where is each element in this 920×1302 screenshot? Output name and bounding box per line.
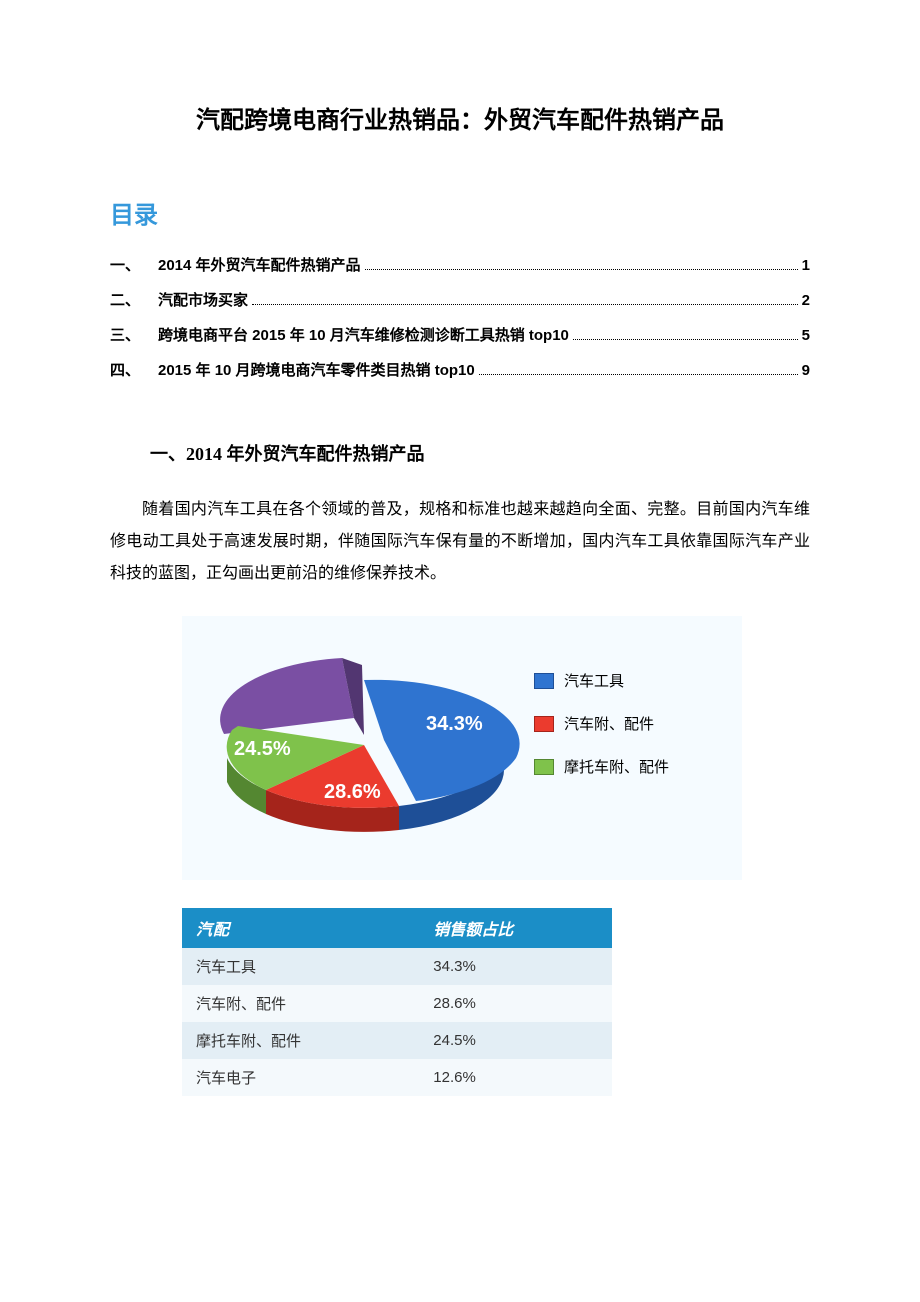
- legend-swatch-icon: [534, 716, 554, 732]
- table-cell: 28.6%: [419, 985, 612, 1022]
- legend-swatch-icon: [534, 673, 554, 689]
- toc-text: 汽配市场买家: [158, 289, 248, 310]
- table-cell: 34.3%: [419, 948, 612, 985]
- pie-legend: 汽车工具 汽车附、配件 摩托车附、配件: [534, 640, 730, 860]
- table-of-contents: 一、 2014 年外贸汽车配件热销产品 1 二、 汽配市场买家 2 三、 跨境电…: [110, 254, 810, 380]
- sales-table: 汽配 销售额占比 汽车工具 34.3% 汽车附、配件 28.6% 摩托车附、配件…: [182, 908, 612, 1096]
- toc-dots: [252, 304, 798, 305]
- body-paragraph: 随着国内汽车工具在各个领域的普及，规格和标准也越来越趋向全面、完整。目前国内汽车…: [110, 494, 810, 590]
- legend-item: 汽车附、配件: [534, 713, 730, 734]
- document-page: 汽配跨境电商行业热销品：外贸汽车配件热销产品 目录 一、 2014 年外贸汽车配…: [0, 0, 920, 1156]
- toc-page: 5: [802, 327, 810, 344]
- table-cell: 汽车工具: [182, 948, 419, 985]
- pie-label-blue: 34.3%: [426, 713, 483, 735]
- legend-item: 汽车工具: [534, 670, 730, 691]
- pie-chart: 34.3% 28.6% 24.5% 汽车工具 汽车附、配件 摩托车附、配件: [182, 616, 742, 880]
- legend-item: 摩托车附、配件: [534, 756, 730, 777]
- toc-page: 9: [802, 362, 810, 379]
- table-row: 汽车工具 34.3%: [182, 948, 612, 985]
- toc-page: 2: [802, 292, 810, 309]
- toc-dots: [573, 339, 798, 340]
- section-heading: 一、2014 年外贸汽车配件热销产品: [150, 440, 810, 466]
- table-row: 汽车电子 12.6%: [182, 1059, 612, 1096]
- table-header: 销售额占比: [419, 908, 612, 948]
- table-cell: 24.5%: [419, 1022, 612, 1059]
- toc-heading: 目录: [110, 195, 810, 230]
- table-cell: 汽车电子: [182, 1059, 419, 1096]
- toc-text: 2014 年外贸汽车配件热销产品: [158, 254, 361, 275]
- pie-svg: 34.3% 28.6% 24.5%: [194, 640, 534, 860]
- table-row: 汽车附、配件 28.6%: [182, 985, 612, 1022]
- table-header-row: 汽配 销售额占比: [182, 908, 612, 948]
- page-title: 汽配跨境电商行业热销品：外贸汽车配件热销产品: [110, 100, 810, 135]
- toc-item[interactable]: 一、 2014 年外贸汽车配件热销产品 1: [110, 254, 810, 275]
- toc-number: 四、: [110, 359, 158, 380]
- toc-text: 2015 年 10 月跨境电商汽车零件类目热销 top10: [158, 359, 475, 380]
- table-cell: 摩托车附、配件: [182, 1022, 419, 1059]
- toc-item[interactable]: 三、 跨境电商平台 2015 年 10 月汽车维修检测诊断工具热销 top10 …: [110, 324, 810, 345]
- table-cell: 汽车附、配件: [182, 985, 419, 1022]
- toc-page: 1: [802, 257, 810, 274]
- toc-number: 二、: [110, 289, 158, 310]
- legend-label: 汽车附、配件: [564, 713, 654, 734]
- table-cell: 12.6%: [419, 1059, 612, 1096]
- toc-number: 三、: [110, 324, 158, 345]
- pie-slice-purple: [220, 658, 354, 734]
- toc-dots: [365, 269, 798, 270]
- toc-item[interactable]: 二、 汽配市场买家 2: [110, 289, 810, 310]
- toc-number: 一、: [110, 254, 158, 275]
- toc-item[interactable]: 四、 2015 年 10 月跨境电商汽车零件类目热销 top10 9: [110, 359, 810, 380]
- pie-label-red: 28.6%: [324, 781, 381, 803]
- toc-dots: [479, 374, 798, 375]
- pie-label-green: 24.5%: [234, 738, 291, 760]
- legend-swatch-icon: [534, 759, 554, 775]
- legend-label: 摩托车附、配件: [564, 756, 669, 777]
- toc-text: 跨境电商平台 2015 年 10 月汽车维修检测诊断工具热销 top10: [158, 324, 569, 345]
- table-row: 摩托车附、配件 24.5%: [182, 1022, 612, 1059]
- table-header: 汽配: [182, 908, 419, 948]
- legend-label: 汽车工具: [564, 670, 624, 691]
